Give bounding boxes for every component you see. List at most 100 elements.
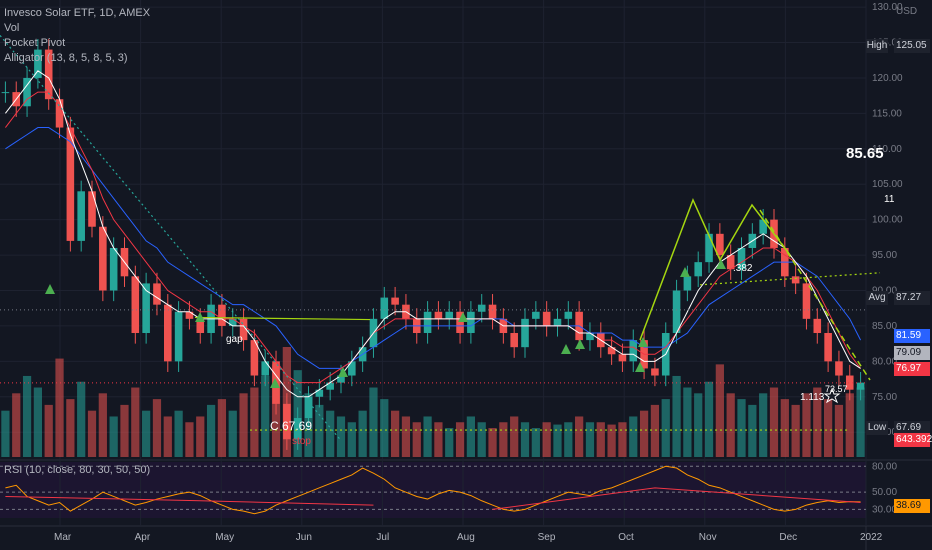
price-tick-label: 100.00 <box>872 215 903 226</box>
volume-bar <box>401 416 411 457</box>
volume-bar <box>250 387 259 457</box>
volume-bar <box>66 399 75 457</box>
volume-legend[interactable]: Vol <box>4 22 20 34</box>
symbol-title[interactable]: Invesco Solar ETF, 1D, AMEX <box>4 7 151 19</box>
volume-bar <box>185 422 194 457</box>
volume-bar <box>87 410 97 457</box>
volume-bar <box>694 393 703 457</box>
candle-body <box>380 297 389 319</box>
candle-body <box>218 304 226 326</box>
support-trendline <box>194 316 371 321</box>
volume-bar <box>347 422 356 457</box>
candle-body <box>456 311 464 334</box>
low-tag: Low 67.69 <box>866 421 930 435</box>
high-tag-label: High <box>866 39 888 53</box>
rsi-tick-label: 50.00 <box>872 487 897 498</box>
candle-body <box>683 276 692 291</box>
volume-bar <box>261 375 270 457</box>
low-tag-value: 67.69 <box>894 421 930 435</box>
candle-body <box>23 77 31 107</box>
volume-bar <box>33 387 43 457</box>
high-tag-value: 125.05 <box>894 39 930 53</box>
candle-body <box>835 361 843 376</box>
volume-bar <box>585 422 595 457</box>
volume-bar <box>77 381 86 457</box>
price-tick-label: 80.00 <box>872 356 897 367</box>
alligator-line <box>5 70 861 398</box>
candle-body <box>564 311 573 319</box>
candle-body <box>239 318 248 341</box>
volume-bar <box>380 399 389 457</box>
star-value-annotation: 73.57 <box>825 384 848 394</box>
rsi-tag: 38.69 <box>866 499 930 513</box>
volume-bar <box>650 404 660 457</box>
candle-body <box>261 361 270 376</box>
last-price-tag: 76.97 <box>866 362 930 376</box>
volume-bar <box>629 416 638 457</box>
candle-body <box>856 382 865 390</box>
candle-body <box>228 318 237 326</box>
pocket-pivot-marker <box>270 378 280 388</box>
volume-bar <box>412 422 421 457</box>
volume-bar <box>326 410 335 457</box>
rsi-line <box>5 465 861 515</box>
star-marker <box>823 387 841 404</box>
volume-bar <box>358 410 367 457</box>
candle-body <box>542 311 551 326</box>
volume-bar <box>315 404 324 457</box>
high-tag: High 125.05 <box>866 39 930 53</box>
candle-body <box>586 333 594 341</box>
volume-bar <box>55 358 64 457</box>
volume-tag-value: 643.392K <box>894 433 932 447</box>
pocket-pivot-marker <box>561 344 571 354</box>
volume-bar <box>163 416 172 457</box>
alligator-legend[interactable]: Alligator (13, 8, 5, 8, 5, 3) <box>4 52 128 64</box>
volume-bar <box>564 422 573 457</box>
time-tick-label: Jun <box>296 532 312 543</box>
volume-bar <box>542 422 551 457</box>
candle-body <box>163 304 172 362</box>
candle-body <box>813 318 822 334</box>
volume-bar <box>683 387 692 457</box>
candle-body <box>845 375 854 390</box>
volume-bar <box>455 422 465 457</box>
price-tick-label: 90.00 <box>872 285 897 296</box>
fib-annotation: .382 <box>733 263 753 274</box>
rsi-legend-wrap: RSI (10, close, 80, 30, 50, 50) <box>4 463 150 478</box>
volume-bar <box>98 393 107 457</box>
candle-body <box>607 347 616 355</box>
alligator-line <box>5 127 862 369</box>
candle-body <box>824 333 832 362</box>
volume-bar <box>142 410 151 457</box>
avg-tag-value: 87.27 <box>894 291 930 305</box>
pocket-pivot-marker <box>635 362 645 372</box>
candle-body <box>651 368 659 376</box>
candle-body <box>196 318 205 334</box>
candle-body <box>55 99 64 128</box>
candle-body <box>391 297 399 305</box>
currency-label[interactable]: USD <box>896 6 918 17</box>
candle-body <box>477 304 486 312</box>
pocket-pivot-legend[interactable]: Pocket Pivot <box>4 37 66 49</box>
time-tick-label: Mar <box>54 532 72 543</box>
rsi-legend[interactable]: RSI (10, close, 80, 30, 50, 50) <box>4 464 151 476</box>
volume-bar <box>174 410 183 457</box>
volume-bar <box>488 428 497 457</box>
volume-bar <box>575 416 584 457</box>
breakdown-dashed <box>759 209 871 381</box>
jaw-tag-value: 81.59 <box>894 329 930 343</box>
candle-body <box>283 403 291 440</box>
candle-body <box>142 283 150 334</box>
candle-body <box>672 290 681 334</box>
candle-body <box>445 311 454 319</box>
volume-bar <box>737 399 746 457</box>
candle-body <box>250 340 259 376</box>
candle-body <box>109 247 118 291</box>
candle-body <box>293 418 302 440</box>
rsi-tick-label: 30.00 <box>872 504 897 515</box>
candle-body <box>737 247 746 270</box>
volume-bar <box>206 404 216 457</box>
volume-bar <box>553 424 562 457</box>
